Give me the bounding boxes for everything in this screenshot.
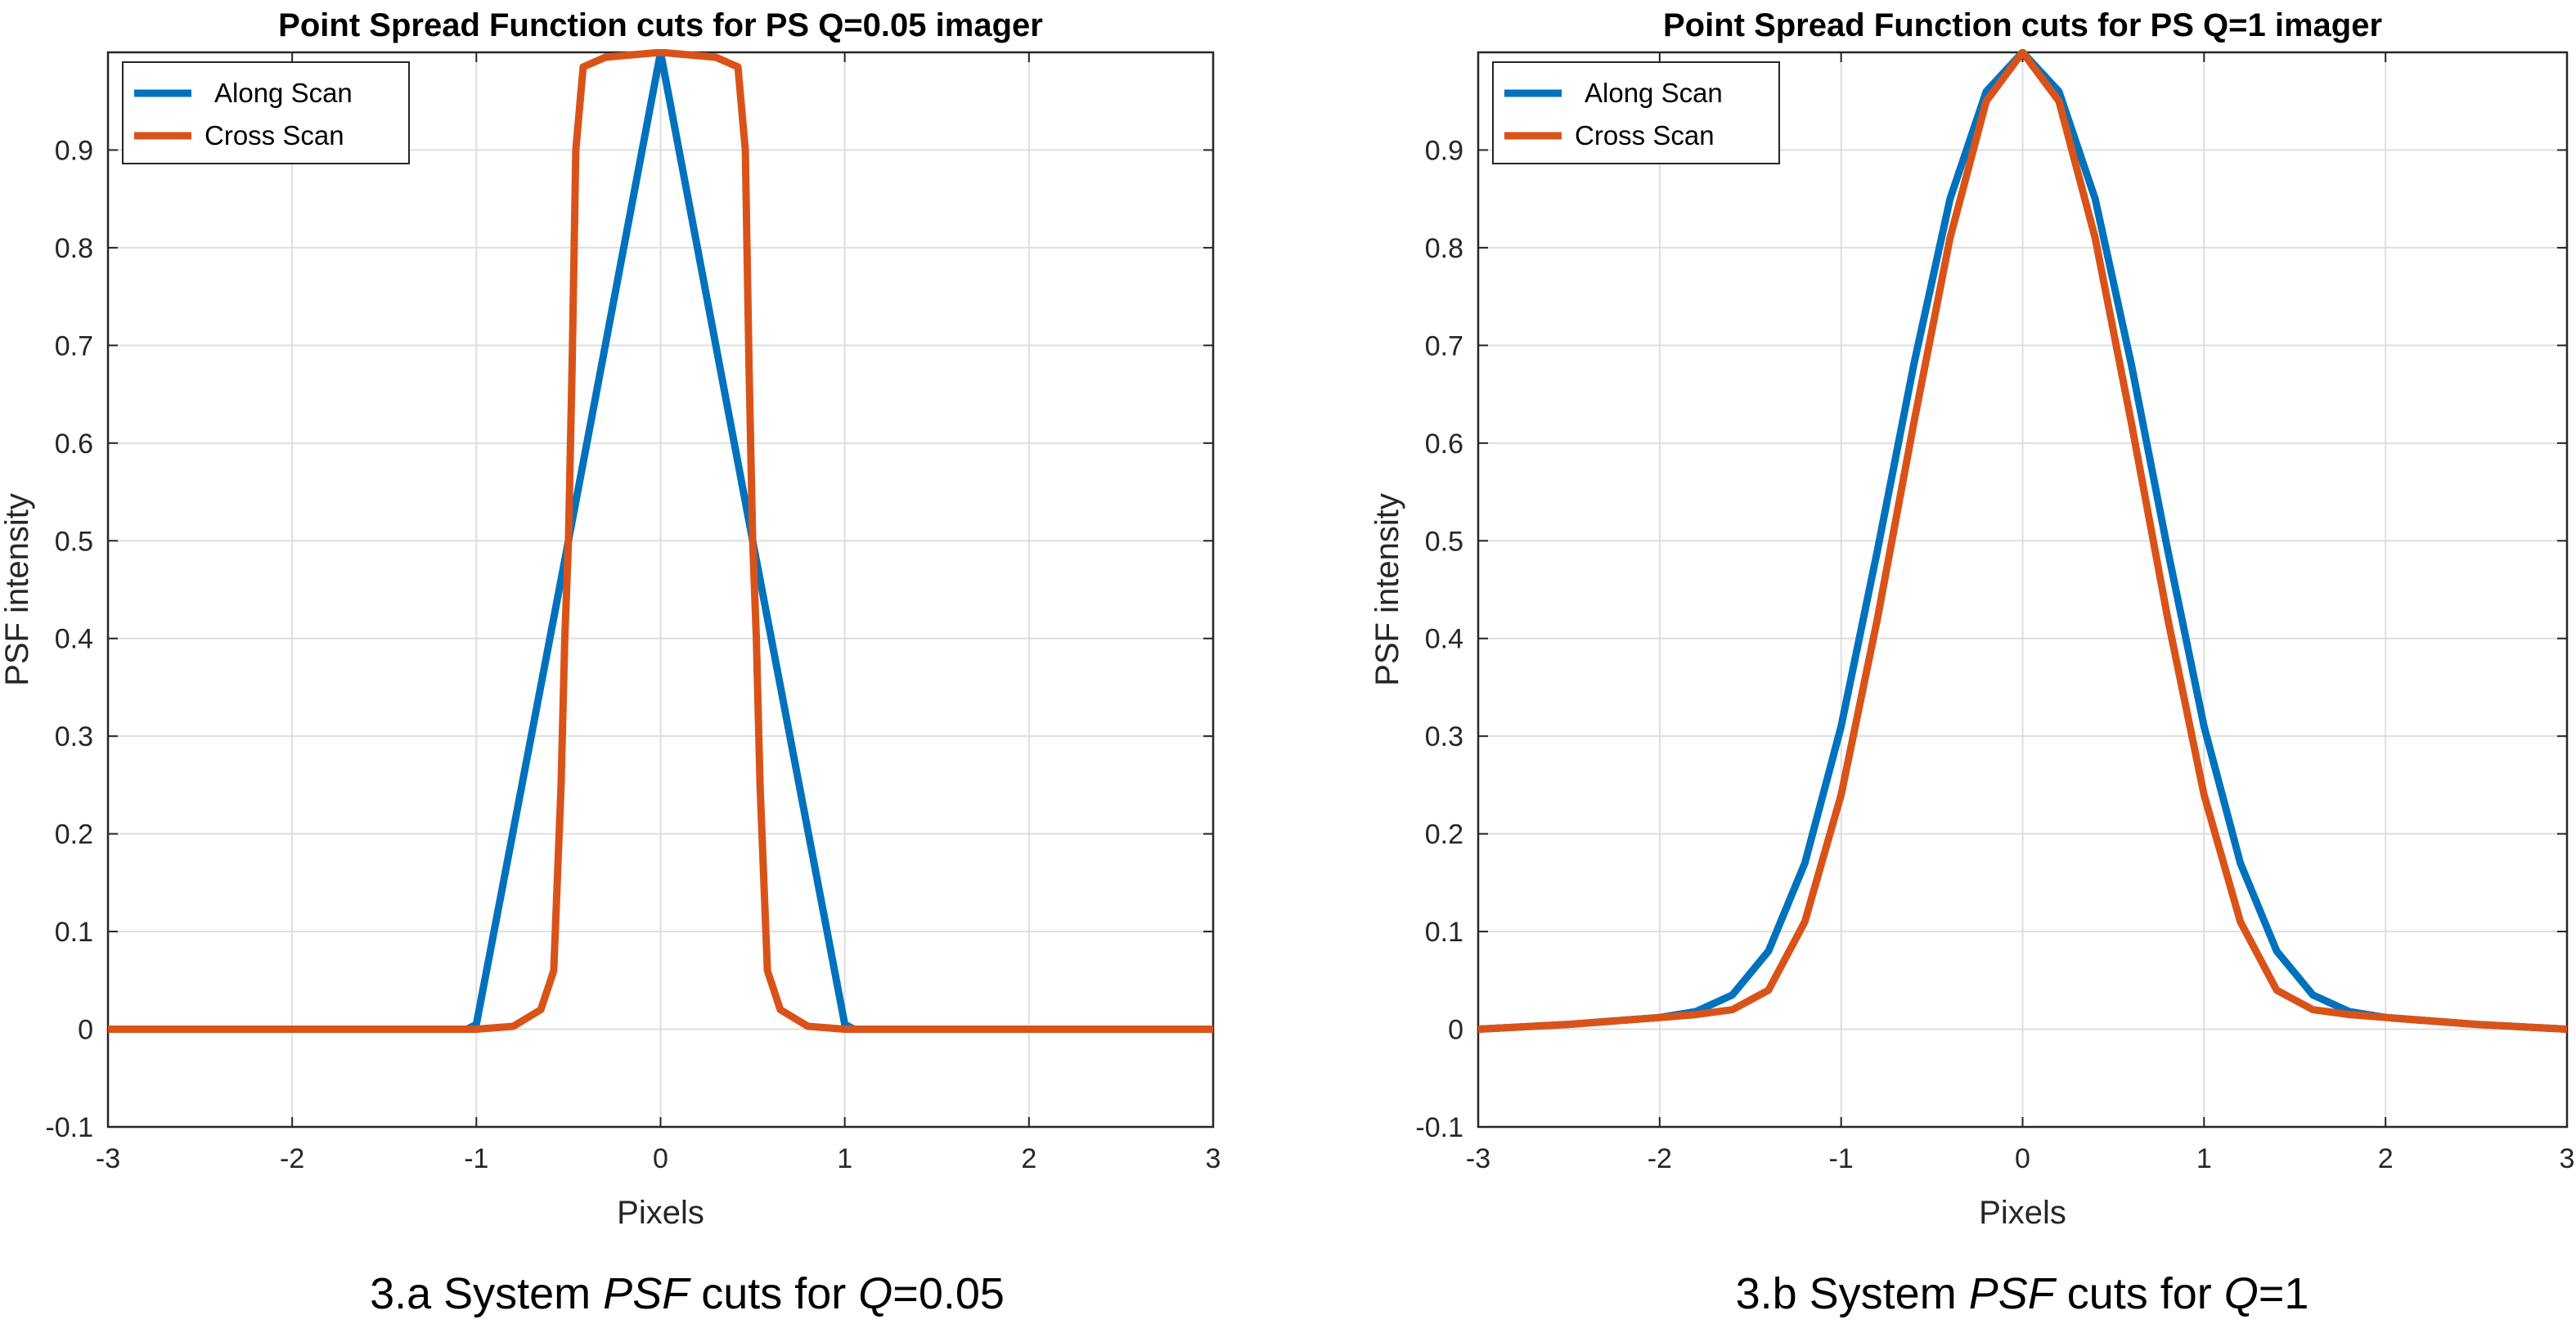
caption-part-psf: PSF: [1969, 1269, 2057, 1318]
y-tick-label: 0.1: [1425, 917, 1463, 948]
x-tick-label: 2: [2378, 1143, 2394, 1174]
y-tick-label: 0.9: [55, 135, 93, 166]
legend-label: Along Scan: [1585, 78, 1723, 108]
x-tick-label: 2: [1021, 1143, 1036, 1174]
chart-panel-1: -3 -2 -1 0 1 2 3 -0.1 0 0.1 0.2 0.3 0.4 0.5 0.6 0.7 0.8 0…: [0, 7, 1221, 1318]
caption-part-q: Q: [858, 1269, 892, 1318]
caption-part-mid: cuts for: [689, 1269, 858, 1318]
x-tick-label: -3: [1466, 1143, 1490, 1174]
caption-part-psf: PSF: [603, 1269, 691, 1318]
caption-part-mid: cuts for: [2055, 1269, 2224, 1318]
figure-caption: 3.b System PSF cuts for Q=1: [1736, 1269, 2309, 1318]
x-tick-label: 1: [2196, 1143, 2212, 1174]
caption-part-pre: 3.b System: [1736, 1269, 1969, 1318]
y-axis-label: PSF intensity: [0, 493, 35, 686]
legend-label: Along Scan: [214, 78, 353, 108]
x-tick-label: -1: [464, 1143, 488, 1174]
y-tick-label: 0.6: [55, 429, 93, 460]
chart-title: Point Spread Function cuts for PS Q=0.05…: [278, 7, 1043, 43]
y-tick-label: 0.6: [1425, 429, 1463, 460]
y-tick-label: 0: [1448, 1015, 1463, 1046]
y-tick-label: -0.1: [1415, 1112, 1463, 1143]
caption-part-q: Q: [2224, 1269, 2259, 1318]
y-tick-label: 0.2: [1425, 819, 1463, 851]
x-tick-label: -2: [1648, 1143, 1672, 1174]
y-tick-label: 0.7: [1425, 330, 1463, 361]
y-tick-label: 0.5: [1425, 526, 1463, 557]
caption-part-pre: 3.a System: [370, 1269, 603, 1318]
x-tick-label: -2: [280, 1143, 304, 1174]
chart-title: Point Spread Function cuts for PS Q=1 im…: [1663, 7, 2382, 43]
y-tick-label: 0.4: [55, 624, 93, 655]
caption-part-post: =0.05: [892, 1269, 1005, 1318]
x-tick-label: -3: [96, 1143, 120, 1174]
y-tick-label: 0.1: [55, 917, 93, 948]
y-tick-label: 0.8: [55, 233, 93, 264]
y-tick-label: -0.1: [45, 1112, 93, 1143]
y-tick-label: 0.8: [1425, 233, 1463, 264]
series-group: [108, 49, 1213, 1033]
chart-panel-2: -3 -2 -1 0 1 2 3 -0.1 0 0.1 0.2 0.3 0.4 0.5 0.6 0.7 0.8 0…: [1369, 7, 2574, 1318]
y-tick-label: 0.5: [55, 526, 93, 557]
figure-caption: 3.a System PSF cuts for Q=0.05: [370, 1269, 1005, 1318]
caption-part-post: =1: [2259, 1269, 2309, 1318]
legend-label: Cross Scan: [1575, 120, 1715, 150]
y-tick-label: 0.4: [1425, 624, 1463, 655]
series-line-2: [1478, 49, 2567, 1033]
x-tick-label: 0: [2015, 1143, 2030, 1174]
legend-box: [1492, 61, 1780, 164]
legend-box: [122, 61, 410, 164]
legend: Along Scan Cross Scan: [122, 61, 410, 164]
y-tick-label: 0: [78, 1015, 93, 1046]
x-axis-label: Pixels: [617, 1195, 704, 1231]
y-tick-label: 0.2: [55, 819, 93, 851]
x-tick-label: -1: [1829, 1143, 1854, 1174]
y-tick-label: 0.9: [1425, 135, 1463, 166]
y-axis-label: PSF intensity: [1369, 493, 1405, 686]
y-tick-label: 0.3: [1425, 721, 1463, 752]
x-tick-label: 3: [2560, 1143, 2575, 1174]
series-group: [1478, 49, 2567, 1033]
legend-label: Cross Scan: [205, 120, 344, 150]
y-tick-label: 0.3: [55, 721, 93, 752]
x-tick-label: 1: [837, 1143, 852, 1174]
x-tick-label: 3: [1206, 1143, 1221, 1174]
series-line-2: [108, 49, 1213, 1033]
legend: Along Scan Cross Scan: [1492, 61, 1780, 164]
x-tick-label: 0: [653, 1143, 668, 1174]
y-tick-label: 0.7: [55, 330, 93, 361]
x-axis-label: Pixels: [1979, 1195, 2066, 1231]
